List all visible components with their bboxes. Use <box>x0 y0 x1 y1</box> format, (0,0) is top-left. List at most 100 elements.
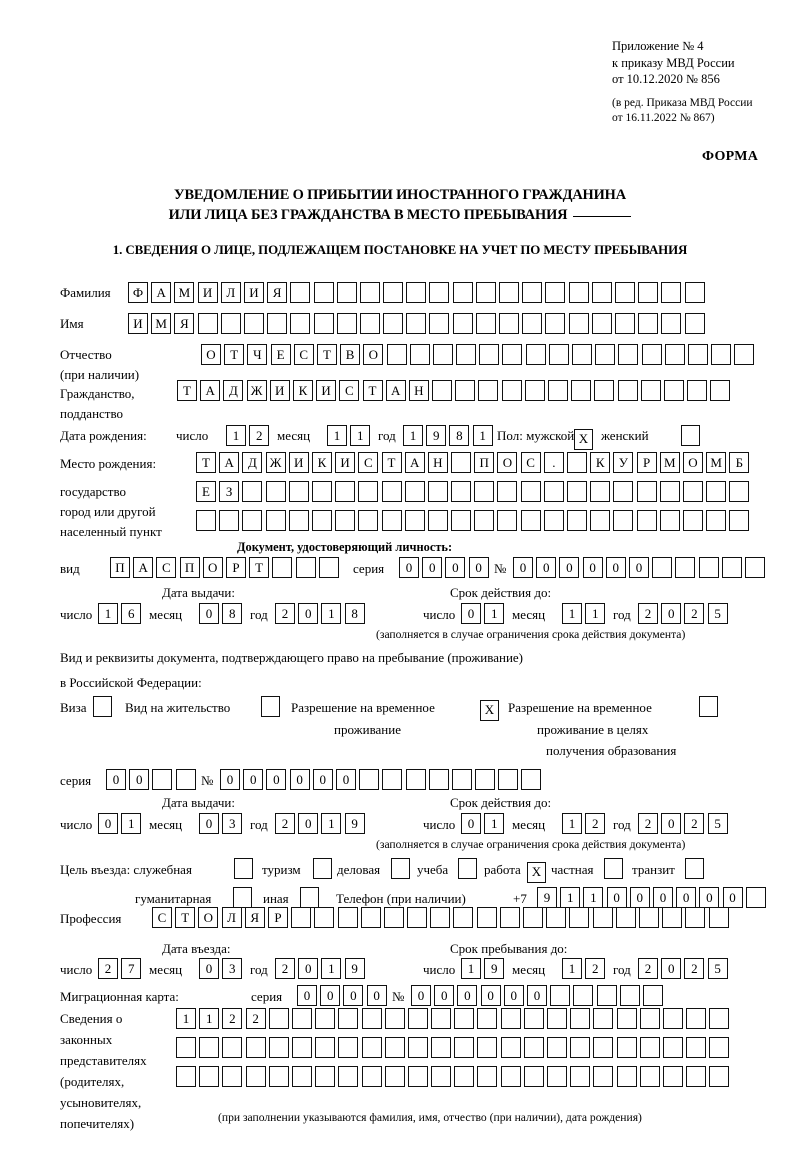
char-cell[interactable] <box>729 481 750 502</box>
input-legal-rep-line-2[interactable] <box>176 1037 730 1058</box>
char-cell[interactable]: М <box>659 452 680 473</box>
char-cell[interactable] <box>570 1008 591 1029</box>
char-cell[interactable]: 0 <box>289 769 310 790</box>
char-cell[interactable] <box>572 344 592 365</box>
char-cell[interactable]: 9 <box>344 958 365 979</box>
char-cell[interactable] <box>543 481 564 502</box>
char-cell[interactable]: П <box>179 557 200 578</box>
char-cell[interactable] <box>499 282 519 303</box>
char-cell[interactable]: 2 <box>684 958 705 979</box>
char-cell[interactable]: 1 <box>403 425 423 446</box>
char-cell[interactable]: В <box>340 344 361 365</box>
char-cell[interactable] <box>429 282 450 303</box>
char-cell[interactable]: 2 <box>275 958 295 979</box>
char-cell[interactable] <box>406 313 427 334</box>
char-cell[interactable]: Д <box>242 452 263 473</box>
char-cell[interactable]: 0 <box>312 769 333 790</box>
checkbox-sex-female[interactable] <box>681 425 700 446</box>
char-cell[interactable] <box>545 313 566 334</box>
char-cell[interactable]: 1 <box>562 813 582 834</box>
char-cell[interactable]: 2 <box>638 813 658 834</box>
char-cell[interactable] <box>477 1008 498 1029</box>
char-cell[interactable] <box>593 1008 614 1029</box>
char-cell[interactable]: С <box>293 344 314 365</box>
char-cell[interactable]: Р <box>225 557 246 578</box>
char-cell[interactable] <box>406 282 427 303</box>
char-cell[interactable] <box>407 907 428 928</box>
char-cell[interactable]: О <box>198 907 219 928</box>
char-cell[interactable] <box>432 344 453 365</box>
char-cell[interactable] <box>523 1008 544 1029</box>
checkbox-purpose-private[interactable] <box>604 858 623 879</box>
checkbox-purpose-transit[interactable] <box>685 858 704 879</box>
char-cell[interactable]: И <box>288 452 309 473</box>
char-cell[interactable] <box>684 313 705 334</box>
char-cell[interactable] <box>382 769 403 790</box>
char-cell[interactable] <box>315 1066 336 1087</box>
char-cell[interactable] <box>290 313 311 334</box>
char-cell[interactable] <box>709 1066 730 1087</box>
char-cell[interactable]: 3 <box>222 958 243 979</box>
char-cell[interactable]: 1 <box>461 958 481 979</box>
char-cell[interactable] <box>686 1066 707 1087</box>
char-cell[interactable]: А <box>385 380 406 401</box>
char-cell[interactable]: 0 <box>411 985 431 1006</box>
char-cell[interactable] <box>613 510 634 531</box>
char-cell[interactable] <box>474 481 495 502</box>
char-cell[interactable] <box>687 344 708 365</box>
char-cell[interactable] <box>568 282 589 303</box>
char-cell[interactable]: Д <box>223 380 244 401</box>
char-cell[interactable] <box>474 510 495 531</box>
char-cell[interactable] <box>734 344 755 365</box>
char-cell[interactable] <box>272 557 293 578</box>
char-cell[interactable] <box>359 769 380 790</box>
char-cell[interactable]: А <box>133 557 154 578</box>
char-cell[interactable] <box>288 510 309 531</box>
char-cell[interactable] <box>220 313 241 334</box>
char-cell[interactable] <box>451 510 472 531</box>
char-cell[interactable] <box>662 1037 683 1058</box>
char-cell[interactable] <box>619 985 640 1006</box>
char-cell[interactable] <box>614 313 635 334</box>
char-cell[interactable]: 1 <box>350 425 371 446</box>
char-cell[interactable]: Ж <box>265 452 286 473</box>
char-cell[interactable] <box>454 1008 475 1029</box>
char-cell[interactable] <box>573 985 594 1006</box>
char-cell[interactable] <box>498 769 519 790</box>
char-cell[interactable] <box>288 481 309 502</box>
checkbox-visa[interactable] <box>93 696 112 717</box>
char-cell[interactable]: 1 <box>585 603 606 624</box>
char-cell[interactable] <box>452 282 473 303</box>
char-cell[interactable] <box>613 481 634 502</box>
char-cell[interactable]: 2 <box>638 603 658 624</box>
char-cell[interactable]: 0 <box>652 887 673 908</box>
char-cell[interactable]: . <box>543 452 564 473</box>
char-cell[interactable]: 1 <box>484 603 505 624</box>
char-cell[interactable] <box>451 769 472 790</box>
char-cell[interactable]: 9 <box>537 887 557 908</box>
char-cell[interactable] <box>431 1037 452 1058</box>
char-cell[interactable]: И <box>335 452 356 473</box>
char-cell[interactable] <box>522 313 543 334</box>
char-cell[interactable]: 0 <box>536 557 557 578</box>
char-cell[interactable]: 0 <box>434 985 455 1006</box>
char-cell[interactable] <box>268 1037 289 1058</box>
char-cell[interactable]: А <box>151 282 172 303</box>
char-cell[interactable] <box>291 907 312 928</box>
char-cell[interactable] <box>710 380 731 401</box>
char-cell[interactable]: 1 <box>98 603 118 624</box>
char-cell[interactable]: Я <box>267 282 288 303</box>
char-cell[interactable] <box>290 282 311 303</box>
char-cell[interactable] <box>636 510 657 531</box>
char-cell[interactable]: Н <box>427 452 448 473</box>
char-cell[interactable] <box>361 1008 382 1029</box>
char-cell[interactable]: 1 <box>327 425 347 446</box>
char-cell[interactable] <box>543 510 564 531</box>
